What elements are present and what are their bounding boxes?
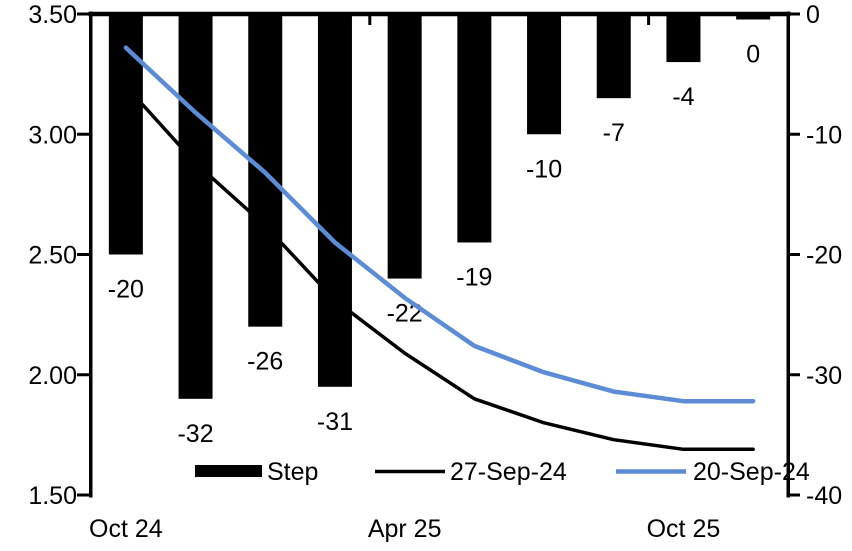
step-bar (108, 14, 143, 255)
legend-label-20-sep-24: 20-Sep-24 (693, 458, 810, 486)
x-axis-tick (368, 16, 372, 25)
left-axis-tick-label: 3.00 (28, 121, 77, 149)
right-axis-tick-label: -20 (806, 242, 842, 270)
step-bar-value-label: -22 (387, 300, 423, 328)
right-axis-tick (790, 132, 800, 136)
right-axis-tick-label: 0 (806, 1, 820, 29)
step-bar-value-label: -7 (603, 119, 625, 147)
legend-swatch-step (195, 465, 262, 477)
left-value-axis-line (89, 11, 93, 498)
right-value-axis-line (786, 11, 790, 498)
right-axis-tick-label: -40 (806, 482, 842, 510)
legend-label-step: Step (267, 458, 318, 486)
left-axis-tick (77, 253, 89, 256)
step-bar-value-label: -20 (108, 276, 144, 304)
category-axis-line (88, 11, 791, 17)
step-bar-value-label: -31 (317, 408, 353, 436)
line-27-sep-24 (124, 84, 755, 452)
step-bar-value-label: -32 (177, 420, 213, 448)
step-bar-value-label: -4 (672, 83, 694, 111)
right-axis-tick (790, 493, 800, 497)
left-axis-tick (77, 493, 89, 497)
step-bar-value-label: 0 (746, 41, 760, 69)
left-axis-tick-label: 3.50 (28, 1, 77, 29)
right-axis-tick (790, 12, 800, 16)
x-axis-label: Apr 25 (368, 515, 442, 543)
right-axis-tick-label: -30 (806, 362, 842, 390)
left-axis-tick-label: 2.00 (28, 362, 77, 390)
legend-label-27-sep-24: 27-Sep-24 (450, 458, 567, 486)
step-bar (596, 14, 631, 99)
step-bar (527, 14, 562, 135)
step-bar (317, 14, 352, 387)
left-axis-tick (77, 12, 89, 16)
x-axis-label: Oct 24 (89, 515, 163, 543)
right-axis-tick (790, 253, 800, 256)
right-axis-tick (790, 373, 800, 377)
x-axis-tick (89, 16, 93, 25)
x-axis-tick (647, 16, 651, 25)
left-axis-tick (77, 373, 89, 377)
step-bar (457, 14, 492, 243)
left-axis-tick-label: 2.50 (28, 242, 77, 270)
step-bar (387, 14, 422, 279)
x-axis-label: Oct 25 (647, 515, 721, 543)
step-bar (666, 14, 701, 63)
left-axis-tick (77, 132, 89, 136)
step-bar-value-label: -19 (456, 263, 492, 291)
step-bar (736, 14, 771, 20)
right-axis-tick-label: -10 (806, 121, 842, 149)
step-bar (178, 14, 213, 399)
line-20-sep-24 (123, 45, 756, 404)
step-bar-value-label: -10 (526, 155, 562, 183)
step-bar-value-label: -26 (247, 348, 283, 376)
left-axis-tick-label: 1.50 (28, 482, 77, 510)
